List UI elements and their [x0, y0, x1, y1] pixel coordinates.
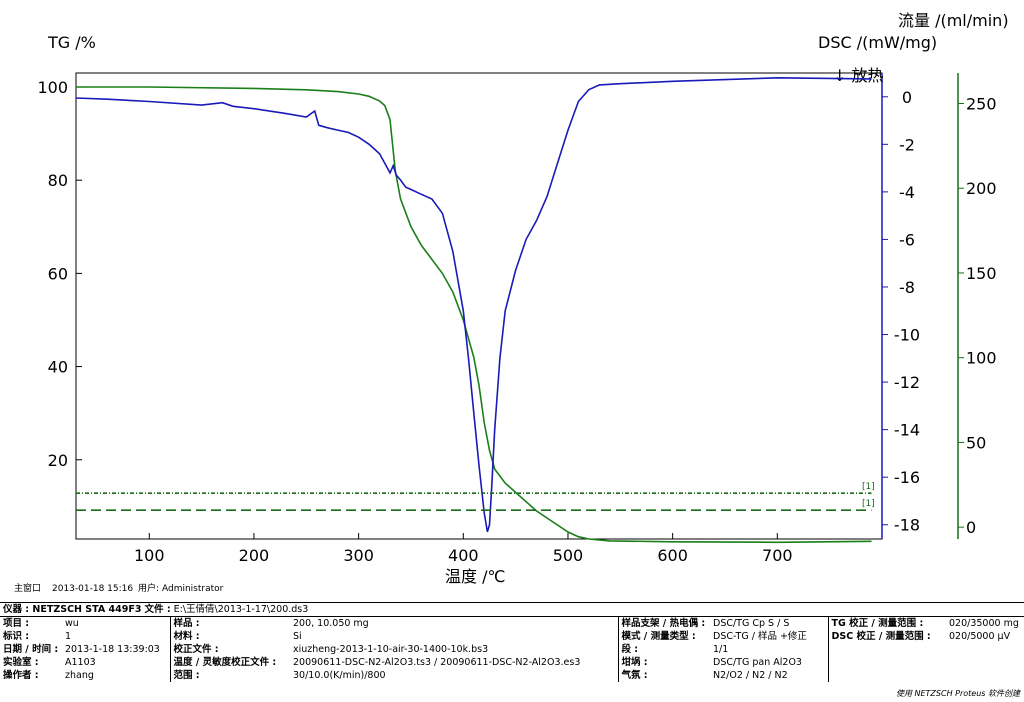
dsc-range-label: DSC 校正 / 测量范围 :: [831, 631, 931, 642]
correction-value: xiuzheng-2013-1-10-air-30-1400-10k.bs3: [290, 643, 619, 656]
holder-value: DSC/TG Cp S / S: [710, 616, 829, 630]
flow-tick-label: 250: [966, 95, 997, 114]
dsc-tick-label: -14: [894, 421, 920, 440]
temp-sens-label: 温度 / 灵敏度校正文件 :: [173, 657, 277, 668]
tg-range-label: TG 校正 / 测量范围 :: [831, 618, 924, 629]
lab-label: 实验室 :: [3, 657, 39, 668]
x-tick-label: 700: [762, 546, 793, 565]
atmosphere-value: N2/O2 / N2 / N2: [710, 669, 829, 682]
date-label: 日期 / 时间 :: [3, 644, 59, 655]
mode-value: DSC-TG / 样品 +修正: [710, 630, 829, 643]
tg-tick-label: 60: [48, 264, 68, 283]
dsc-tick-label: -2: [899, 135, 915, 154]
flow-tick-label: 50: [966, 433, 986, 452]
dsc-tick-label: -16: [894, 468, 920, 487]
file-label: 文件 :: [144, 604, 171, 615]
series-layer: [1] [1]: [75, 76, 875, 544]
sample-label: 样品 :: [173, 618, 200, 629]
range-label: 范围 :: [173, 670, 200, 681]
correction-label: 校正文件 :: [173, 644, 219, 655]
tg-tick-label: 40: [48, 358, 68, 377]
file-path: E:\王倩倩\2013-1-17\200.ds3: [173, 604, 309, 615]
holder-label: 样品支架 / 热电偶 :: [621, 618, 706, 629]
operator-label: 操作者 :: [3, 670, 39, 681]
flow-series-tag: [1]: [862, 499, 875, 509]
id-label: 标识 :: [3, 631, 30, 642]
project-value: wu: [62, 616, 171, 630]
dsc-tick-label: -10: [894, 326, 920, 345]
dsc-tick-label: -6: [899, 230, 915, 249]
x-tick-label: 100: [134, 546, 165, 565]
ticks-layer: 100 200 300 400 500 600 700204060801000-2-4-6-…: [37, 78, 996, 565]
id-value: 1: [62, 630, 171, 643]
lab-value: A1103: [62, 656, 171, 669]
x-axis-title: 温度 /℃: [445, 567, 505, 586]
dsc-range-value: 020/5000 µV: [949, 631, 1011, 642]
instrument: 仪器 : NETZSCH STA 449F3: [3, 604, 142, 615]
tg-axis-title: TG /%: [47, 33, 96, 52]
dsc-tick-label: -18: [894, 516, 920, 535]
software-footer: 使用 NETZSCH Proteus 软件创建: [895, 689, 1020, 698]
flow-axis-title: 流量 /(ml/min): [898, 11, 1009, 30]
flow-tick-label: 100: [966, 349, 997, 368]
segment-label: 段 :: [621, 644, 639, 655]
x-tick-label: 600: [657, 546, 688, 565]
crucible-value: DSC/TG pan Al2O3: [710, 656, 829, 669]
x-tick-label: 500: [553, 546, 584, 565]
tg-tick-label: 80: [48, 171, 68, 190]
dsc-tick-label: 0: [902, 88, 912, 107]
mode-label: 模式 / 测量类型 :: [621, 631, 696, 642]
user-name: Administrator: [162, 584, 224, 594]
range-value: 30/10.0(K/min)/800: [290, 669, 619, 682]
dsc-tick-label: -12: [894, 373, 920, 392]
temp-sens-value: 20090611-DSC-N2-Al2O3.ts3 / 20090611-DSC…: [290, 656, 619, 669]
material-label: 材料 :: [173, 631, 200, 642]
dsc-series-line: [75, 76, 872, 533]
tg-series-line: [76, 86, 872, 544]
user-label: 用户:: [138, 582, 159, 594]
tg-range-value: 020/35000 mg: [949, 618, 1019, 629]
x-tick-label: 400: [448, 546, 479, 565]
material-value: Si: [290, 630, 619, 643]
x-tick-label: 200: [239, 546, 270, 565]
main-window-label: 主窗口: [14, 582, 41, 594]
flow-tick-label: 0: [966, 518, 976, 537]
tg-tick-label: 20: [48, 451, 68, 470]
flow-series-tag: [1]: [862, 482, 875, 492]
run-datetime: 2013-01-18 15:16: [52, 584, 133, 594]
project-label: 项目 :: [3, 618, 30, 629]
measurement-info-panel: 仪器 : NETZSCH STA 449F3 文件 : E:\王倩倩\2013-…: [0, 602, 1024, 691]
exotherm-label: ↓ 放热: [833, 66, 884, 85]
sample-value: 200, 10.050 mg: [290, 616, 619, 630]
x-tick-label: 300: [343, 546, 374, 565]
crucible-label: 坩埚 :: [621, 657, 648, 668]
thermal-analysis-chart: TG /% DSC /(mW/mg) 流量 /(ml/min) ↓ 放热 温度 …: [14, 11, 1009, 594]
segment-value: 1/1: [710, 643, 829, 656]
flow-tick-label: 200: [966, 179, 997, 198]
operator-value: zhang: [62, 669, 171, 682]
tg-tick-label: 100: [37, 78, 68, 97]
date-value: 2013-1-18 13:39:03: [62, 643, 171, 656]
dsc-tick-label: -8: [899, 278, 915, 297]
dsc-tick-label: -4: [899, 183, 915, 202]
atmosphere-label: 气氛 :: [621, 670, 648, 681]
dsc-axis-title: DSC /(mW/mg): [818, 33, 937, 52]
flow-tick-label: 150: [966, 264, 997, 283]
